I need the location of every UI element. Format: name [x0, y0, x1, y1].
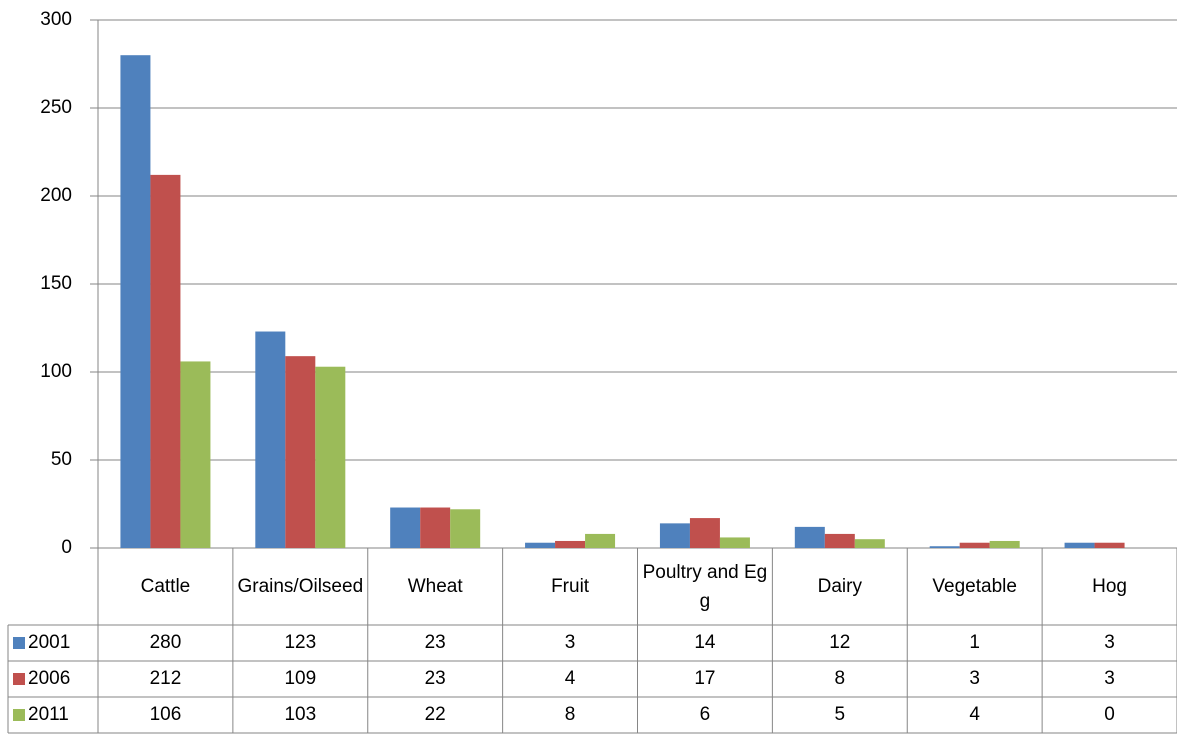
- legend-key: [13, 673, 25, 685]
- table-value: 8: [835, 668, 846, 689]
- table-value: 1: [969, 632, 980, 653]
- legend-key: [13, 637, 25, 649]
- bar: [420, 507, 451, 548]
- x-tick-label: Poultry and Egg: [642, 561, 768, 612]
- y-tick-label: 0: [61, 537, 72, 558]
- table-value: 14: [694, 632, 716, 653]
- table-value: 109: [284, 668, 316, 689]
- bar: [450, 509, 481, 548]
- legend-label: 2011: [28, 704, 69, 725]
- table-value: 6: [700, 704, 711, 725]
- table-value: 3: [565, 632, 576, 653]
- bar: [180, 361, 211, 548]
- bar: [390, 507, 421, 548]
- bar: [255, 331, 286, 548]
- table-value: 123: [284, 632, 316, 653]
- bar: [1064, 542, 1095, 548]
- table-value: 23: [425, 632, 446, 653]
- y-tick-label: 50: [51, 449, 72, 470]
- table-value: 17: [694, 668, 715, 689]
- bar: [1094, 542, 1125, 548]
- y-tick-label: 250: [40, 97, 72, 118]
- bar: [120, 55, 151, 548]
- x-tick-label: Wheat: [407, 576, 463, 597]
- table-value: 212: [150, 668, 182, 689]
- x-tick-label: Hog: [1092, 576, 1127, 597]
- bar: [285, 356, 316, 548]
- bar: [150, 174, 181, 548]
- table-value: 0: [1104, 704, 1115, 725]
- y-tick-label: 100: [40, 361, 72, 382]
- bar: [525, 542, 556, 548]
- table-value: 3: [1104, 632, 1115, 653]
- legend-key: [13, 709, 25, 721]
- bar: [719, 537, 750, 548]
- table-value: 3: [969, 668, 980, 689]
- x-tick-label: Grains/Oilseed: [237, 576, 364, 597]
- bar: [689, 518, 720, 548]
- table-value: 280: [150, 632, 182, 653]
- x-tick-label: Cattle: [140, 576, 191, 597]
- y-tick-label: 200: [40, 185, 72, 206]
- x-tick-label: Vegetable: [932, 576, 1017, 597]
- bar: [929, 546, 960, 548]
- x-tick-label: Fruit: [551, 576, 590, 597]
- table-value: 8: [565, 704, 576, 725]
- table-value: 103: [284, 704, 316, 725]
- bar: [989, 540, 1020, 548]
- table-value: 5: [835, 704, 846, 725]
- x-tick-label: Dairy: [817, 576, 862, 597]
- bar: [854, 539, 885, 548]
- bar: [659, 523, 690, 548]
- legend-label: 2001: [28, 632, 70, 653]
- bar: [585, 533, 616, 548]
- legend-label: 2006: [28, 668, 70, 689]
- table-value: 106: [150, 704, 182, 725]
- table-value: 23: [425, 668, 446, 689]
- table-value: 4: [969, 704, 980, 725]
- bar: [959, 542, 990, 548]
- bar: [824, 533, 855, 548]
- table-value: 3: [1104, 668, 1115, 689]
- y-tick-label: 300: [40, 9, 72, 30]
- y-tick-label: 150: [40, 273, 72, 294]
- bar: [315, 366, 346, 548]
- table-value: 12: [829, 632, 850, 653]
- table-value: 22: [425, 704, 446, 725]
- bar: [794, 526, 825, 548]
- table-value: 4: [565, 668, 576, 689]
- bar: [555, 540, 586, 548]
